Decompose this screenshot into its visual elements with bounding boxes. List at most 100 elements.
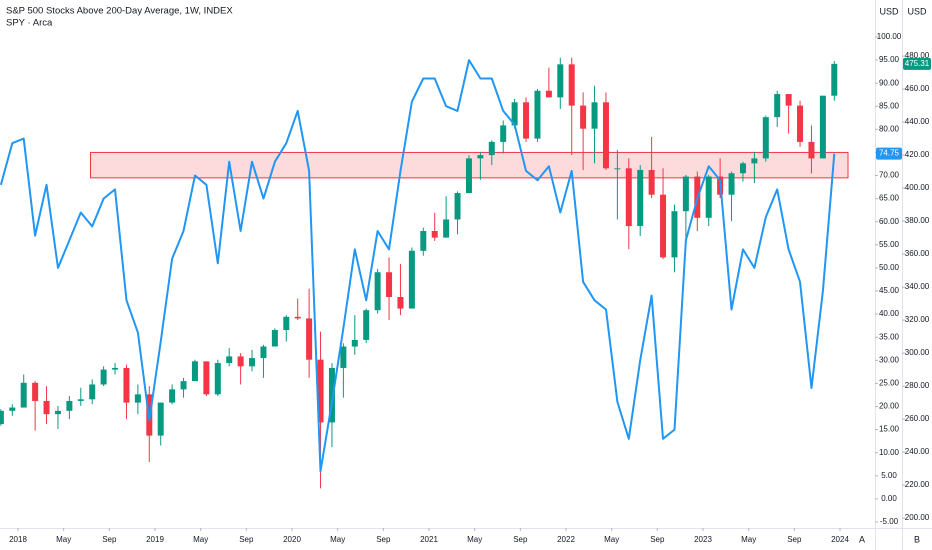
y2-tick-label: 320.00 bbox=[905, 315, 930, 324]
candle-body bbox=[477, 155, 484, 159]
candle-body bbox=[169, 389, 176, 403]
y-tick-label: 95.00 bbox=[879, 55, 900, 64]
y-tick-label: 90.00 bbox=[879, 78, 900, 87]
y2-tick-label: 340.00 bbox=[905, 282, 930, 291]
candle-body bbox=[363, 310, 370, 340]
y2-axis-label[interactable]: USD bbox=[907, 6, 927, 16]
candle-body bbox=[545, 90, 552, 98]
candle-body bbox=[157, 402, 164, 436]
candle-body bbox=[511, 102, 518, 126]
x-tick-label: May bbox=[741, 535, 756, 544]
candle-body bbox=[77, 399, 84, 401]
candle-body bbox=[660, 194, 667, 258]
candle-body bbox=[568, 64, 575, 106]
x-tick-label: 2018 bbox=[9, 535, 27, 544]
candle-body bbox=[602, 102, 609, 169]
candle-body bbox=[226, 356, 233, 363]
candle-body bbox=[534, 90, 541, 139]
candle-body bbox=[443, 219, 450, 238]
candle-body bbox=[54, 410, 61, 415]
candle-body bbox=[340, 346, 347, 368]
candle-body bbox=[523, 102, 530, 139]
candle-body bbox=[728, 173, 735, 195]
y-tick-label: 55.00 bbox=[879, 240, 900, 249]
candle-body bbox=[0, 410, 4, 425]
candle-body bbox=[191, 361, 198, 382]
indicator-line bbox=[0, 59, 836, 473]
x-tick-label: May bbox=[330, 535, 345, 544]
candle-body bbox=[762, 117, 769, 159]
y2-tick-label: 300.00 bbox=[905, 348, 930, 357]
candle-body bbox=[180, 381, 187, 390]
legend-entry[interactable]: S&P 500 Stocks Above 200-Day Average, 1W… bbox=[6, 6, 233, 17]
x-tick-label: 2024 bbox=[831, 535, 849, 544]
x-tick-label: Sep bbox=[376, 535, 391, 544]
y-tick-label: 60.00 bbox=[879, 217, 900, 226]
candle-body bbox=[671, 211, 678, 258]
candle-body bbox=[557, 64, 564, 98]
x-tick-label: May bbox=[604, 535, 619, 544]
y-tick-label: 40.00 bbox=[879, 309, 900, 318]
x-tick-label: May bbox=[193, 535, 208, 544]
y-tick-label: 20.00 bbox=[879, 402, 900, 411]
candle-body bbox=[637, 169, 644, 227]
y-axis-label[interactable]: USD bbox=[879, 6, 899, 16]
candle-body bbox=[123, 367, 130, 403]
scale-button[interactable]: B bbox=[914, 534, 920, 544]
candle-body bbox=[420, 231, 427, 251]
candle-body bbox=[43, 400, 50, 415]
y2-tick-label: 420.00 bbox=[905, 150, 930, 159]
y-tick-label: 65.00 bbox=[879, 194, 900, 203]
candle-body bbox=[100, 369, 107, 385]
y2-tick-label: 220.00 bbox=[905, 480, 930, 489]
y2-tick-label: 380.00 bbox=[905, 216, 930, 225]
x-tick-label: Sep bbox=[650, 535, 665, 544]
candle-body bbox=[374, 272, 381, 311]
y-tick-label: 35.00 bbox=[879, 332, 900, 341]
y-tick-label: 25.00 bbox=[879, 379, 900, 388]
candle-body bbox=[20, 382, 27, 408]
x-tick-label: 2021 bbox=[420, 535, 438, 544]
y-tick-label: -5.00 bbox=[880, 517, 899, 526]
scale-button[interactable]: A bbox=[859, 534, 865, 544]
y2-tick-label: 460.00 bbox=[905, 84, 930, 93]
y2-tick-label: 280.00 bbox=[905, 381, 930, 390]
x-tick-label: Sep bbox=[239, 535, 254, 544]
candle-body bbox=[351, 339, 358, 347]
candle-body bbox=[112, 367, 119, 370]
x-tick-label: 2020 bbox=[283, 535, 301, 544]
candle-body bbox=[203, 361, 210, 395]
candle-body bbox=[237, 356, 244, 367]
y-tick-label: 85.00 bbox=[879, 101, 900, 110]
y-tick-label: 5.00 bbox=[881, 471, 897, 480]
x-tick-label: May bbox=[56, 535, 71, 544]
candle-body bbox=[682, 176, 689, 212]
y-tick-label: 45.00 bbox=[879, 286, 900, 295]
candle-body bbox=[831, 63, 838, 96]
y-tick-label: 100.00 bbox=[877, 32, 902, 41]
candle-body bbox=[431, 231, 438, 238]
y-tick-label: 80.00 bbox=[879, 124, 900, 133]
candle-body bbox=[66, 400, 73, 411]
candle-body bbox=[808, 141, 815, 159]
y2-tick-label: 260.00 bbox=[905, 414, 930, 423]
last-price-badge bbox=[903, 57, 931, 70]
legend-entry[interactable]: SPY · Arca bbox=[6, 18, 53, 29]
candle-body bbox=[408, 250, 415, 309]
x-tick-label: 2023 bbox=[694, 535, 712, 544]
plot-area bbox=[0, 57, 849, 489]
candle-body bbox=[454, 193, 461, 220]
candle-body bbox=[774, 94, 781, 118]
candle-body bbox=[500, 125, 507, 142]
candle-body bbox=[249, 358, 256, 367]
candle-body bbox=[134, 394, 141, 403]
y-tick-label: 70.00 bbox=[879, 171, 900, 180]
x-tick-label: Sep bbox=[787, 535, 802, 544]
candle-body bbox=[283, 316, 290, 330]
y-tick-label: 15.00 bbox=[879, 425, 900, 434]
y-tick-label: 10.00 bbox=[879, 448, 900, 457]
y-tick-label: 30.00 bbox=[879, 355, 900, 364]
candle-body bbox=[751, 158, 758, 164]
